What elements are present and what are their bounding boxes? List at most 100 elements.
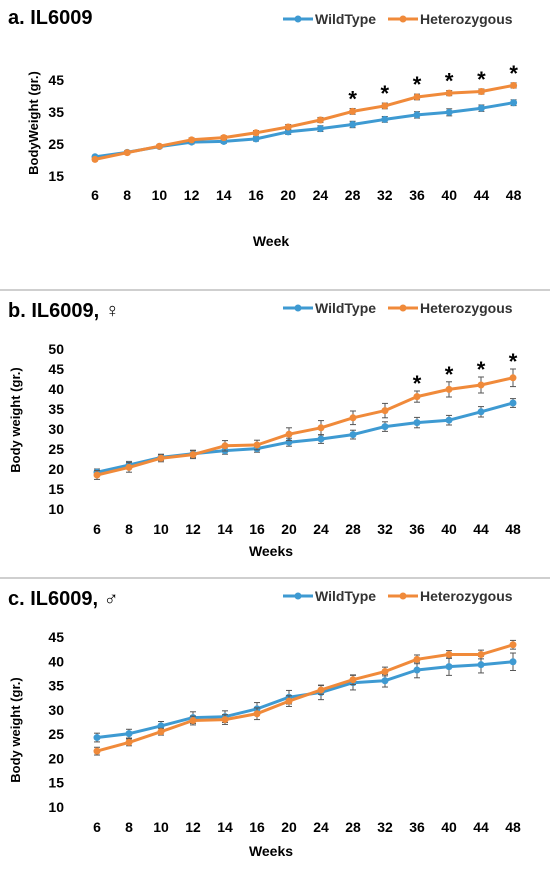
legend-marker-heterozygous xyxy=(399,592,407,600)
data-point-heterozygous xyxy=(252,129,260,137)
data-point-heterozygous xyxy=(125,738,133,746)
x-tick-label: 20 xyxy=(280,187,296,203)
x-tick-label: 24 xyxy=(313,187,329,203)
data-point-heterozygous xyxy=(189,451,197,459)
significance-marker: * xyxy=(381,81,390,106)
data-point-wildtype xyxy=(509,399,517,407)
x-tick-label: 24 xyxy=(313,521,329,537)
x-tick-label: 28 xyxy=(345,521,361,537)
data-point-heterozygous xyxy=(381,102,389,110)
data-point-wildtype xyxy=(381,423,389,431)
data-point-heterozygous xyxy=(284,123,292,131)
data-point-heterozygous xyxy=(445,89,453,97)
series-line-heterozygous xyxy=(96,643,514,753)
legend-label-wildtype: WildType xyxy=(315,11,376,27)
data-point-heterozygous xyxy=(509,374,517,382)
x-tick-label: 6 xyxy=(93,521,101,537)
data-point-wildtype xyxy=(316,125,324,133)
y-tick-label: 35 xyxy=(48,678,64,694)
data-point-wildtype xyxy=(413,666,421,674)
legend-marker-wildtype xyxy=(294,304,302,312)
data-point-heterozygous xyxy=(413,93,421,101)
y-tick-label: 25 xyxy=(48,136,64,152)
x-tick-label: 48 xyxy=(506,187,522,203)
data-point-wildtype xyxy=(157,722,165,730)
x-tick-label: 48 xyxy=(505,819,521,835)
data-point-heterozygous xyxy=(93,747,101,755)
y-tick-label: 15 xyxy=(48,481,64,497)
chart-panel-3: c. IL6009, ♂ WildType Heterozygous Body wei… xyxy=(8,588,521,859)
data-point-heterozygous xyxy=(188,136,196,144)
y-tick-label: 20 xyxy=(48,750,64,766)
y-tick-label: 20 xyxy=(48,461,64,477)
x-tick-label: 40 xyxy=(441,819,457,835)
y-tick-label: 25 xyxy=(48,441,64,457)
data-point-heterozygous xyxy=(317,686,325,694)
data-point-wildtype xyxy=(477,408,485,416)
data-point-wildtype xyxy=(509,658,517,666)
data-point-wildtype xyxy=(413,419,421,427)
y-axis-label: Body weight (gr.) xyxy=(8,677,23,782)
series-wildtype xyxy=(93,398,517,476)
data-point-heterozygous xyxy=(477,381,485,389)
data-point-wildtype xyxy=(445,108,453,116)
data-point-wildtype xyxy=(349,431,357,439)
data-point-heterozygous xyxy=(221,716,229,724)
legend-marker-heterozygous xyxy=(399,15,407,23)
data-point-wildtype xyxy=(381,677,389,685)
x-tick-label: 8 xyxy=(125,521,133,537)
data-point-heterozygous xyxy=(445,650,453,658)
significance-marker: * xyxy=(477,67,486,92)
significance-marker: * xyxy=(509,61,518,86)
data-point-wildtype xyxy=(349,120,357,128)
x-tick-label: 36 xyxy=(409,819,425,835)
data-point-wildtype xyxy=(381,115,389,123)
x-tick-label: 44 xyxy=(474,187,490,203)
data-point-heterozygous xyxy=(155,142,163,150)
significance-marker: * xyxy=(445,69,454,94)
legend-label-wildtype: WildType xyxy=(315,300,376,316)
x-tick-label: 6 xyxy=(91,187,99,203)
x-tick-label: 32 xyxy=(377,187,393,203)
x-tick-label: 32 xyxy=(377,521,393,537)
x-tick-label: 8 xyxy=(125,819,133,835)
x-tick-label: 14 xyxy=(217,521,233,537)
series-heterozygous xyxy=(91,81,518,163)
significance-marker: * xyxy=(348,86,357,111)
data-point-heterozygous xyxy=(157,454,165,462)
y-tick-label: 40 xyxy=(48,653,64,669)
chart-panel-2: b. IL6009, ♀ WildType Heterozygous Body wei… xyxy=(8,300,521,559)
data-point-heterozygous xyxy=(349,414,357,422)
data-point-heterozygous xyxy=(477,650,485,658)
data-point-heterozygous xyxy=(221,442,229,450)
y-tick-label: 45 xyxy=(48,361,64,377)
x-tick-label: 12 xyxy=(185,521,201,537)
data-point-heterozygous xyxy=(220,134,228,142)
y-axis-label: BodyWeight (gr.) xyxy=(26,71,41,175)
legend-label-heterozygous: Heterozygous xyxy=(420,300,513,316)
y-tick-label: 30 xyxy=(48,702,64,718)
data-point-heterozygous xyxy=(477,88,485,96)
x-tick-label: 32 xyxy=(377,819,393,835)
significance-marker: * xyxy=(413,72,422,97)
series-line-heterozygous xyxy=(96,376,514,477)
x-tick-label: 16 xyxy=(249,521,265,537)
data-point-heterozygous xyxy=(157,728,165,736)
significance-marker: * xyxy=(509,349,518,374)
data-point-heterozygous xyxy=(253,441,261,449)
data-point-wildtype xyxy=(477,661,485,669)
data-point-heterozygous xyxy=(93,471,101,479)
legend-label-heterozygous: Heterozygous xyxy=(420,11,513,27)
data-point-wildtype xyxy=(317,435,325,443)
data-point-heterozygous xyxy=(285,697,293,705)
x-tick-label: 16 xyxy=(248,187,264,203)
y-tick-label: 25 xyxy=(48,726,64,742)
x-axis-label: Weeks xyxy=(249,543,293,559)
data-point-heterozygous xyxy=(125,463,133,471)
data-point-heterozygous xyxy=(123,149,131,157)
x-tick-label: 6 xyxy=(93,819,101,835)
data-point-heterozygous xyxy=(253,710,261,718)
series-wildtype xyxy=(91,99,518,161)
